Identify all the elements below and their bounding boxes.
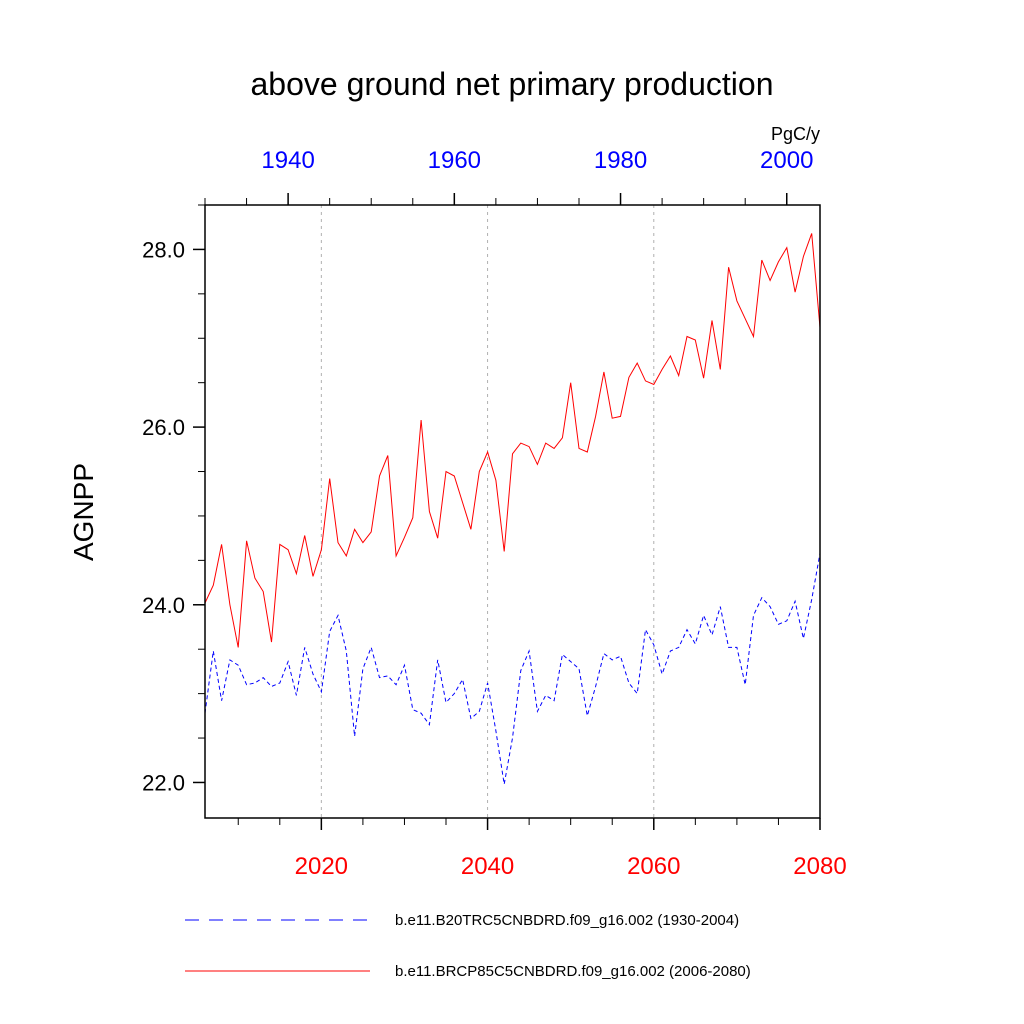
y-tick-label: 28.0 bbox=[142, 237, 185, 262]
legend: b.e11.B20TRC5CNBDRD.f09_g16.002 (1930-20… bbox=[185, 912, 751, 980]
legend-label-historical: b.e11.B20TRC5CNBDRD.f09_g16.002 (1930-20… bbox=[395, 912, 739, 929]
x-top-tick-label: 1960 bbox=[428, 147, 481, 174]
y-tick-label: 26.0 bbox=[142, 415, 185, 440]
x-top-tick-label: 1940 bbox=[261, 147, 314, 174]
x-bottom-tick-label: 2020 bbox=[295, 853, 348, 880]
x-top-tick-label: 1980 bbox=[594, 147, 647, 174]
x-bottom-tick-label: 2080 bbox=[793, 853, 846, 880]
series-layer bbox=[204, 233, 821, 785]
series-line-rcp85 bbox=[204, 233, 821, 648]
chart-title: above ground net primary production bbox=[251, 66, 774, 102]
y-tick-label: 24.0 bbox=[142, 593, 185, 618]
x-bottom-tick-label: 2060 bbox=[627, 853, 680, 880]
x-top-tick-label: 2000 bbox=[760, 147, 813, 174]
ticks-layer: 22.0 24.0 26.0 28.0 2020 2040 2060 2080 1940 1960… bbox=[142, 147, 847, 880]
x-bottom-tick-label: 2040 bbox=[461, 853, 514, 880]
units-label: PgC/y bbox=[771, 124, 820, 144]
series-line-historical bbox=[204, 553, 821, 785]
gridlines bbox=[320, 205, 655, 818]
y-tick-label: 22.0 bbox=[142, 770, 185, 795]
legend-label-rcp85: b.e11.BRCP85C5CNBDRD.f09_g16.002 (2006-2… bbox=[395, 963, 751, 980]
plot-frame bbox=[204, 204, 821, 819]
y-axis-label: AGNPP bbox=[68, 463, 99, 561]
